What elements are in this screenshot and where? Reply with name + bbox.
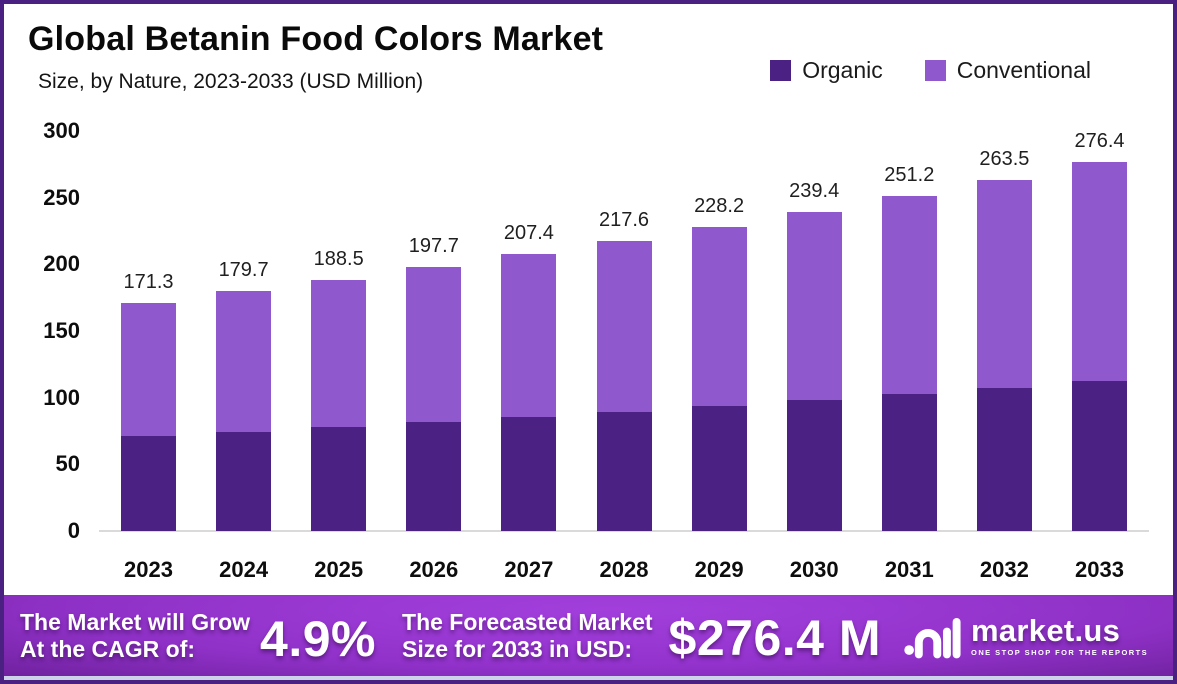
bar-total-label: 276.4	[1074, 130, 1125, 153]
bar-segment-organic	[691, 406, 747, 531]
x-tick-label: 2026	[409, 557, 459, 582]
cagr-label: The Market will Grow At the CAGR of:	[20, 609, 250, 661]
bar-total-label: 179.7	[218, 259, 269, 282]
y-tick-label: 50	[55, 451, 80, 477]
bar-segment-organic	[1072, 381, 1127, 531]
x-tick-label: 2032	[979, 557, 1029, 582]
bar-total-label: 263.5	[979, 147, 1030, 170]
bar-total-label: 239.4	[789, 179, 840, 202]
bar-total-label: 217.6	[598, 208, 650, 231]
bar-total-label: 251.2	[884, 164, 935, 187]
bar-total-label: 171.3	[123, 270, 174, 293]
y-tick-label: 300	[43, 118, 80, 143]
legend-item-organic: Organic	[770, 57, 883, 84]
stacked-bar-plot: 171.3 2023 179.7 2024 188.5 2025 197.7 2026 207.…	[99, 130, 1149, 582]
x-tick-label: 2024	[219, 557, 269, 582]
forecast-value: $276.4 M	[668, 609, 882, 666]
bar-segment-conventional	[1072, 162, 1127, 381]
x-axis-line	[99, 530, 1149, 532]
bar-total-label: 188.5	[313, 247, 364, 270]
cagr-label-line2: At the CAGR of:	[20, 635, 196, 662]
y-tick-label: 0	[67, 518, 80, 543]
bar-segment-conventional	[311, 279, 367, 427]
bar-segment-conventional	[691, 226, 747, 407]
bar-segment-organic	[311, 426, 367, 531]
bar-segment-conventional	[501, 254, 557, 417]
x-tick-label: 2023	[124, 557, 173, 582]
bar-segment-conventional	[976, 179, 1032, 388]
x-tick-label: 2025	[314, 557, 364, 582]
x-tick-label: 2030	[789, 557, 839, 582]
bar-segment-conventional	[881, 196, 937, 395]
brand-tagline: ONE STOP SHOP FOR THE REPORTS	[971, 647, 1149, 657]
forecast-label-line2: Size for 2033 in USD:	[402, 635, 633, 662]
forecast-label-line1: The Forecasted Market	[402, 609, 653, 636]
legend: Organic Conventional	[770, 57, 1091, 84]
bar-total-label: 228.2	[694, 194, 745, 217]
marketus-logo-icon	[904, 617, 961, 658]
y-tick-label: 250	[43, 184, 80, 210]
x-tick-label: 2029	[694, 557, 744, 582]
bar-segment-organic	[786, 400, 842, 531]
bar-segment-conventional	[121, 302, 176, 436]
bar-total-label: 207.4	[503, 222, 554, 245]
x-tick-label: 2027	[504, 557, 554, 582]
y-tick-label: 200	[43, 251, 80, 277]
chart-title: Global Betanin Food Colors Market	[28, 20, 604, 58]
legend-label-organic: Organic	[802, 57, 883, 83]
bar-segment-conventional	[786, 211, 842, 401]
bar-segment-organic	[976, 387, 1032, 531]
y-tick-label: 100	[43, 384, 80, 410]
brand-block: market.us ONE STOP SHOP FOR THE REPORTS	[903, 613, 1148, 659]
bar-segment-organic	[121, 435, 176, 531]
bar-segment-organic	[406, 422, 462, 531]
forecast-label: The Forecasted Market Size for 2033 in U…	[402, 609, 653, 661]
bar-segment-organic	[216, 431, 272, 531]
conventional-swatch-icon	[924, 60, 946, 81]
legend-label-conventional: Conventional	[956, 57, 1091, 83]
bottom-strip	[4, 676, 1173, 680]
brand-name: market.us	[971, 612, 1121, 648]
cagr-label-line1: The Market will Grow	[20, 609, 251, 636]
bar-segment-conventional	[216, 291, 272, 432]
bar-segment-conventional	[596, 240, 652, 412]
footer-banner: The Market will Grow At the CAGR of: 4.9…	[4, 595, 1173, 676]
bar-segment-organic	[596, 411, 652, 531]
organic-swatch-icon	[770, 60, 792, 81]
x-tick-label: 2033	[1075, 557, 1124, 582]
y-tick-label: 150	[43, 318, 80, 343]
cagr-value: 4.9%	[260, 610, 377, 667]
chart-subtitle: Size, by Nature, 2023-2033 (USD Million)	[38, 70, 424, 93]
legend-item-conventional: Conventional	[924, 57, 1091, 84]
bar-total-label: 197.7	[408, 235, 459, 258]
x-tick-label: 2031	[884, 557, 934, 582]
bar-segment-organic	[881, 394, 937, 531]
bar-segment-organic	[501, 417, 557, 531]
bar-segment-conventional	[406, 267, 462, 423]
x-tick-label: 2028	[599, 557, 649, 582]
brand-text: market.us ONE STOP SHOP FOR THE REPORTS	[971, 615, 1148, 657]
